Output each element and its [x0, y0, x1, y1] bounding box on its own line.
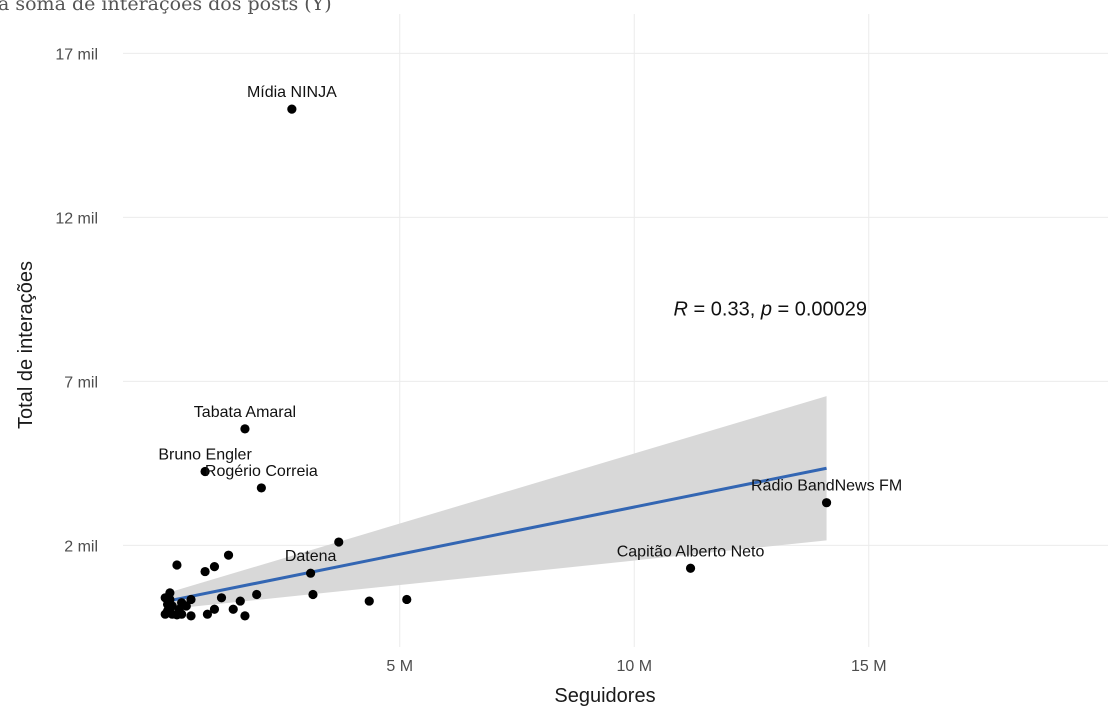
confidence-band	[167, 396, 827, 610]
data-point	[209, 562, 220, 572]
correlation-stat-label: R = 0.33, p = 0.00029	[674, 299, 868, 321]
p-value: = 0.00029	[772, 299, 867, 321]
data-point	[334, 537, 344, 547]
data-point	[306, 568, 316, 578]
data-point	[160, 593, 170, 603]
data-point	[223, 550, 234, 560]
data-point	[186, 611, 196, 621]
data-point	[252, 589, 262, 600]
data-point	[821, 498, 832, 508]
data-point	[167, 601, 177, 611]
data-points	[160, 104, 832, 621]
point-label: Datena	[285, 548, 337, 565]
x-axis-title: Seguidores	[554, 685, 655, 707]
data-point	[256, 483, 266, 493]
data-point	[186, 594, 196, 605]
data-point	[402, 594, 412, 605]
y-tick-label: 7 mil	[64, 374, 98, 391]
point-label: Mídia NINJA	[247, 84, 337, 101]
x-tick-label: 5 M	[386, 658, 413, 675]
x-tick-labels: 5 M 10 M 15 M	[386, 658, 886, 675]
point-label: Bruno Engler	[158, 447, 252, 464]
data-point	[216, 593, 227, 603]
chart-subtitle: a soma de interações dos posts (Y)	[0, 0, 332, 15]
point-labels: Mídia NINJA Tabata Amaral Bruno EnglerRogé…	[158, 84, 902, 565]
x-tick-label: 10 M	[616, 658, 652, 675]
y-tick-label: 2 mil	[64, 538, 98, 555]
data-point	[202, 609, 213, 619]
point-label: Capitão Alberto Neto	[617, 543, 765, 560]
y-tick-label: 17 mil	[55, 46, 98, 63]
data-point	[177, 609, 187, 619]
y-axis-title: Total de interações	[15, 261, 37, 429]
point-label: Rogério Correia	[205, 463, 318, 480]
y-tick-label: 12 mil	[55, 210, 98, 227]
y-tick-labels: 2 mil 7 mil 12 mil 17 mil	[55, 46, 98, 555]
r-symbol: R	[674, 299, 688, 321]
x-tick-label: 15 M	[851, 658, 887, 675]
point-label: Tabata Amaral	[194, 404, 296, 421]
data-point	[200, 466, 210, 477]
data-point	[235, 596, 245, 606]
regression-line	[167, 466, 827, 603]
data-point	[209, 604, 220, 614]
data-point	[364, 596, 374, 606]
data-point	[287, 104, 297, 114]
r-value: = 0.33,	[688, 299, 761, 321]
data-point	[308, 589, 318, 600]
data-point	[240, 424, 250, 434]
data-point	[240, 611, 250, 621]
data-point	[228, 604, 238, 614]
data-point	[172, 560, 182, 570]
grid-lines	[123, 14, 1108, 647]
data-point	[200, 566, 210, 577]
point-label: Rádio BandNews FM	[751, 478, 902, 495]
p-symbol: p	[760, 299, 772, 321]
data-point	[685, 563, 696, 573]
